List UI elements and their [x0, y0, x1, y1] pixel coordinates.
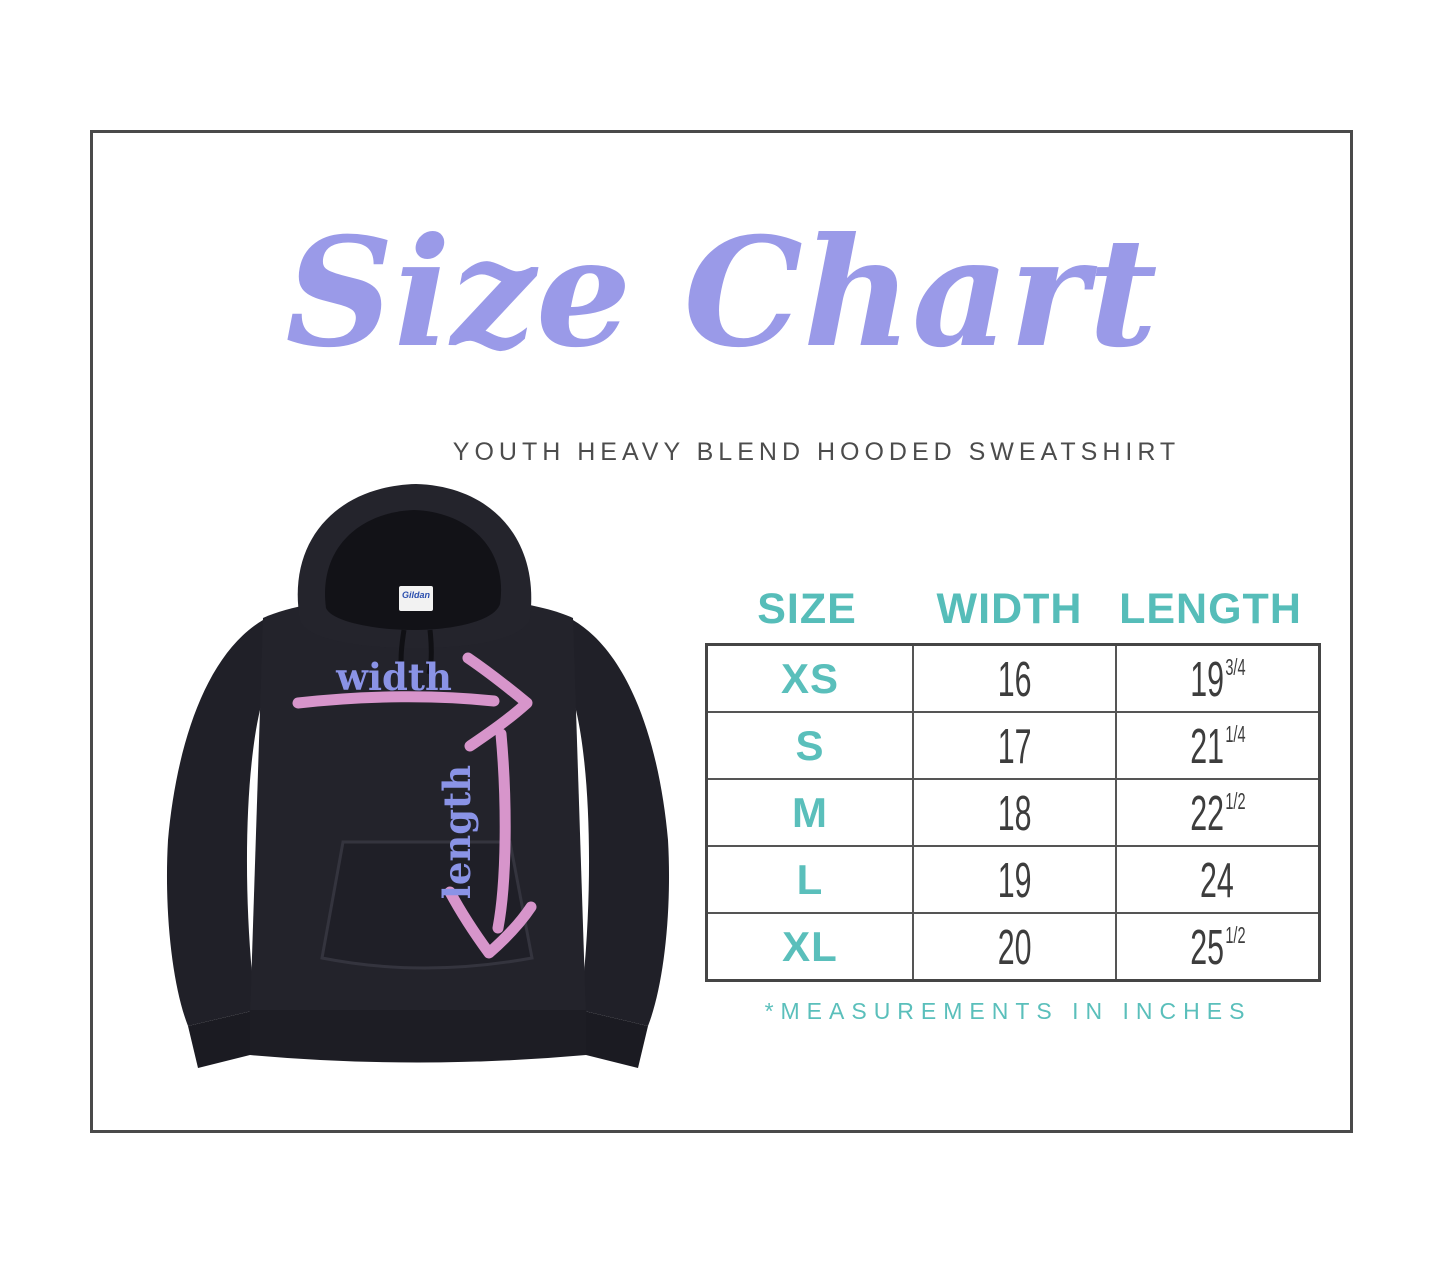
hoodie-illustration: Gildan width length	[166, 484, 670, 1068]
table-row-xl: XL 20 251/2	[705, 912, 1321, 982]
product-subtitle: YOUTH HEAVY BLEND HOODED SWEATSHIRT	[452, 438, 1181, 466]
length-cell: 193/4	[1115, 643, 1321, 713]
hoodie-left-sleeve	[166, 620, 264, 1026]
size-cell: L	[705, 845, 914, 914]
header-width: WIDTH	[936, 585, 1083, 633]
hoodie-drawstring-left	[398, 629, 407, 675]
length-label: length	[435, 765, 479, 899]
table-row-m: M 18 221/2	[705, 778, 1321, 847]
hoodie-hood-opening	[325, 510, 502, 630]
measurements-footnote: *MEASUREMENTS IN INCHES	[764, 998, 1252, 1024]
header-size: SIZE	[757, 585, 857, 633]
width-cell: 19	[912, 845, 1117, 914]
length-cell: 211/4	[1115, 711, 1321, 780]
hoodie-drawstring-right	[426, 629, 434, 675]
width-cell: 16	[912, 643, 1117, 713]
width-arrow-shaft	[292, 691, 500, 709]
hoodie-hem	[250, 1010, 586, 1063]
size-chart-card: Size Chart YOUTH HEAVY BLEND HOODED SWEA…	[90, 130, 1353, 1133]
table-row-l: L 19 24	[705, 845, 1321, 914]
garment-tag	[399, 586, 433, 611]
width-cell: 17	[912, 711, 1117, 780]
size-table-section: SIZE WIDTH LENGTH XS 16 193/4 S 17 211/4	[705, 583, 1321, 1025]
garment-tag-brand: Gildan	[402, 590, 431, 600]
length-cell: 221/2	[1115, 778, 1321, 847]
length-arrow-shaft	[492, 728, 511, 934]
size-chart-title: Size Chart	[285, 205, 1158, 381]
width-cell: 18	[912, 778, 1117, 847]
length-cell: 251/2	[1115, 912, 1321, 982]
width-label: width	[335, 655, 452, 699]
size-cell: XS	[705, 643, 914, 713]
header-length: LENGTH	[1119, 585, 1302, 633]
table-row-s: S 17 211/4	[705, 711, 1321, 780]
table-row-xs: XS 16 193/4	[705, 643, 1321, 713]
size-table: XS 16 193/4 S 17 211/4 M 18 221/2	[705, 643, 1321, 982]
hoodie-left-cuff	[188, 1010, 262, 1068]
length-cell: 24	[1115, 845, 1321, 914]
size-cell: XL	[705, 912, 914, 982]
hoodie-right-cuff	[574, 1010, 648, 1068]
width-arrow-head	[462, 652, 533, 752]
size-cell: M	[705, 778, 914, 847]
size-cell: S	[705, 711, 914, 780]
hoodie-right-sleeve	[572, 620, 670, 1026]
width-cell: 20	[912, 912, 1117, 982]
size-table-header: SIZE WIDTH LENGTH	[705, 583, 1311, 635]
length-arrow-head	[444, 886, 537, 959]
